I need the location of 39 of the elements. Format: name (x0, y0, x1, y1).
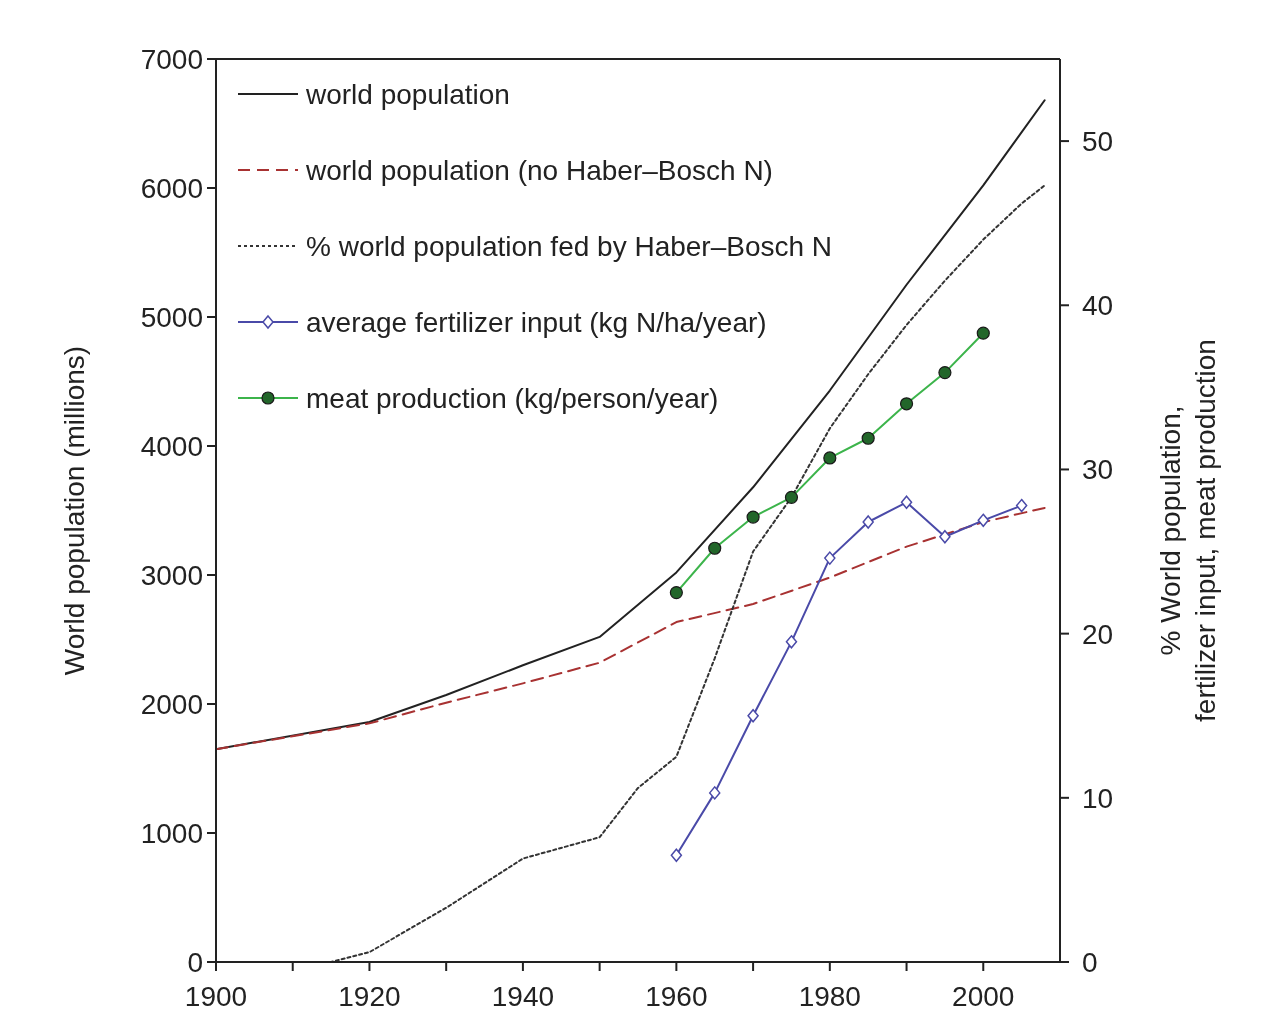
y-tick-label: 5000 (140, 302, 203, 333)
x-tick-label: 1960 (645, 981, 708, 1012)
legend-label: meat production (kg/person/year) (306, 383, 719, 414)
point (862, 515, 874, 529)
point (784, 490, 799, 504)
y-tick-label: 6000 (140, 173, 203, 204)
y-tick-label: 1000 (140, 818, 203, 849)
y-tick-label: 7000 (140, 44, 203, 75)
y2-tick-label: 50 (1082, 126, 1114, 158)
y-tick-label: 4000 (140, 431, 203, 462)
x-tick-label: 1920 (338, 981, 401, 1012)
y2-tick-label: 40 (1082, 290, 1114, 322)
y-axis-title: World population (millions) (59, 345, 90, 676)
y2-tick-label: 0 (1082, 947, 1098, 978)
line-series (215, 506, 1046, 751)
y-tick-label: 3000 (140, 560, 203, 591)
point (1015, 498, 1028, 513)
y2-tick-label: 10 (1082, 782, 1114, 814)
point (670, 848, 683, 863)
legend-label: average fertilizer input (kg N/ha/year) (306, 307, 767, 338)
point (747, 708, 759, 723)
point (900, 495, 913, 510)
x-tick-label: 1980 (798, 981, 861, 1012)
y-tick-label: 0 (187, 947, 203, 978)
x-tick-label: 2000 (952, 981, 1015, 1012)
y-tick-label: 2000 (140, 689, 203, 720)
point (939, 530, 951, 544)
point (824, 551, 836, 565)
x-tick-label: 1900 (184, 981, 248, 1012)
y2-tick-label: 30 (1082, 454, 1114, 486)
y2-axis-title: % World population, fertilizer input, meat production (1155, 339, 1221, 722)
x-tick-label: 1940 (491, 981, 555, 1012)
legend-label: world population (305, 79, 510, 110)
legend-label: world population (no Haber–Bosch N) (305, 155, 773, 186)
y2-tick-label: 20 (1082, 618, 1114, 650)
point (708, 786, 721, 800)
legend-label: % world population fed by Haber–Bosch N (306, 231, 833, 262)
point (977, 513, 990, 528)
point (785, 635, 798, 649)
